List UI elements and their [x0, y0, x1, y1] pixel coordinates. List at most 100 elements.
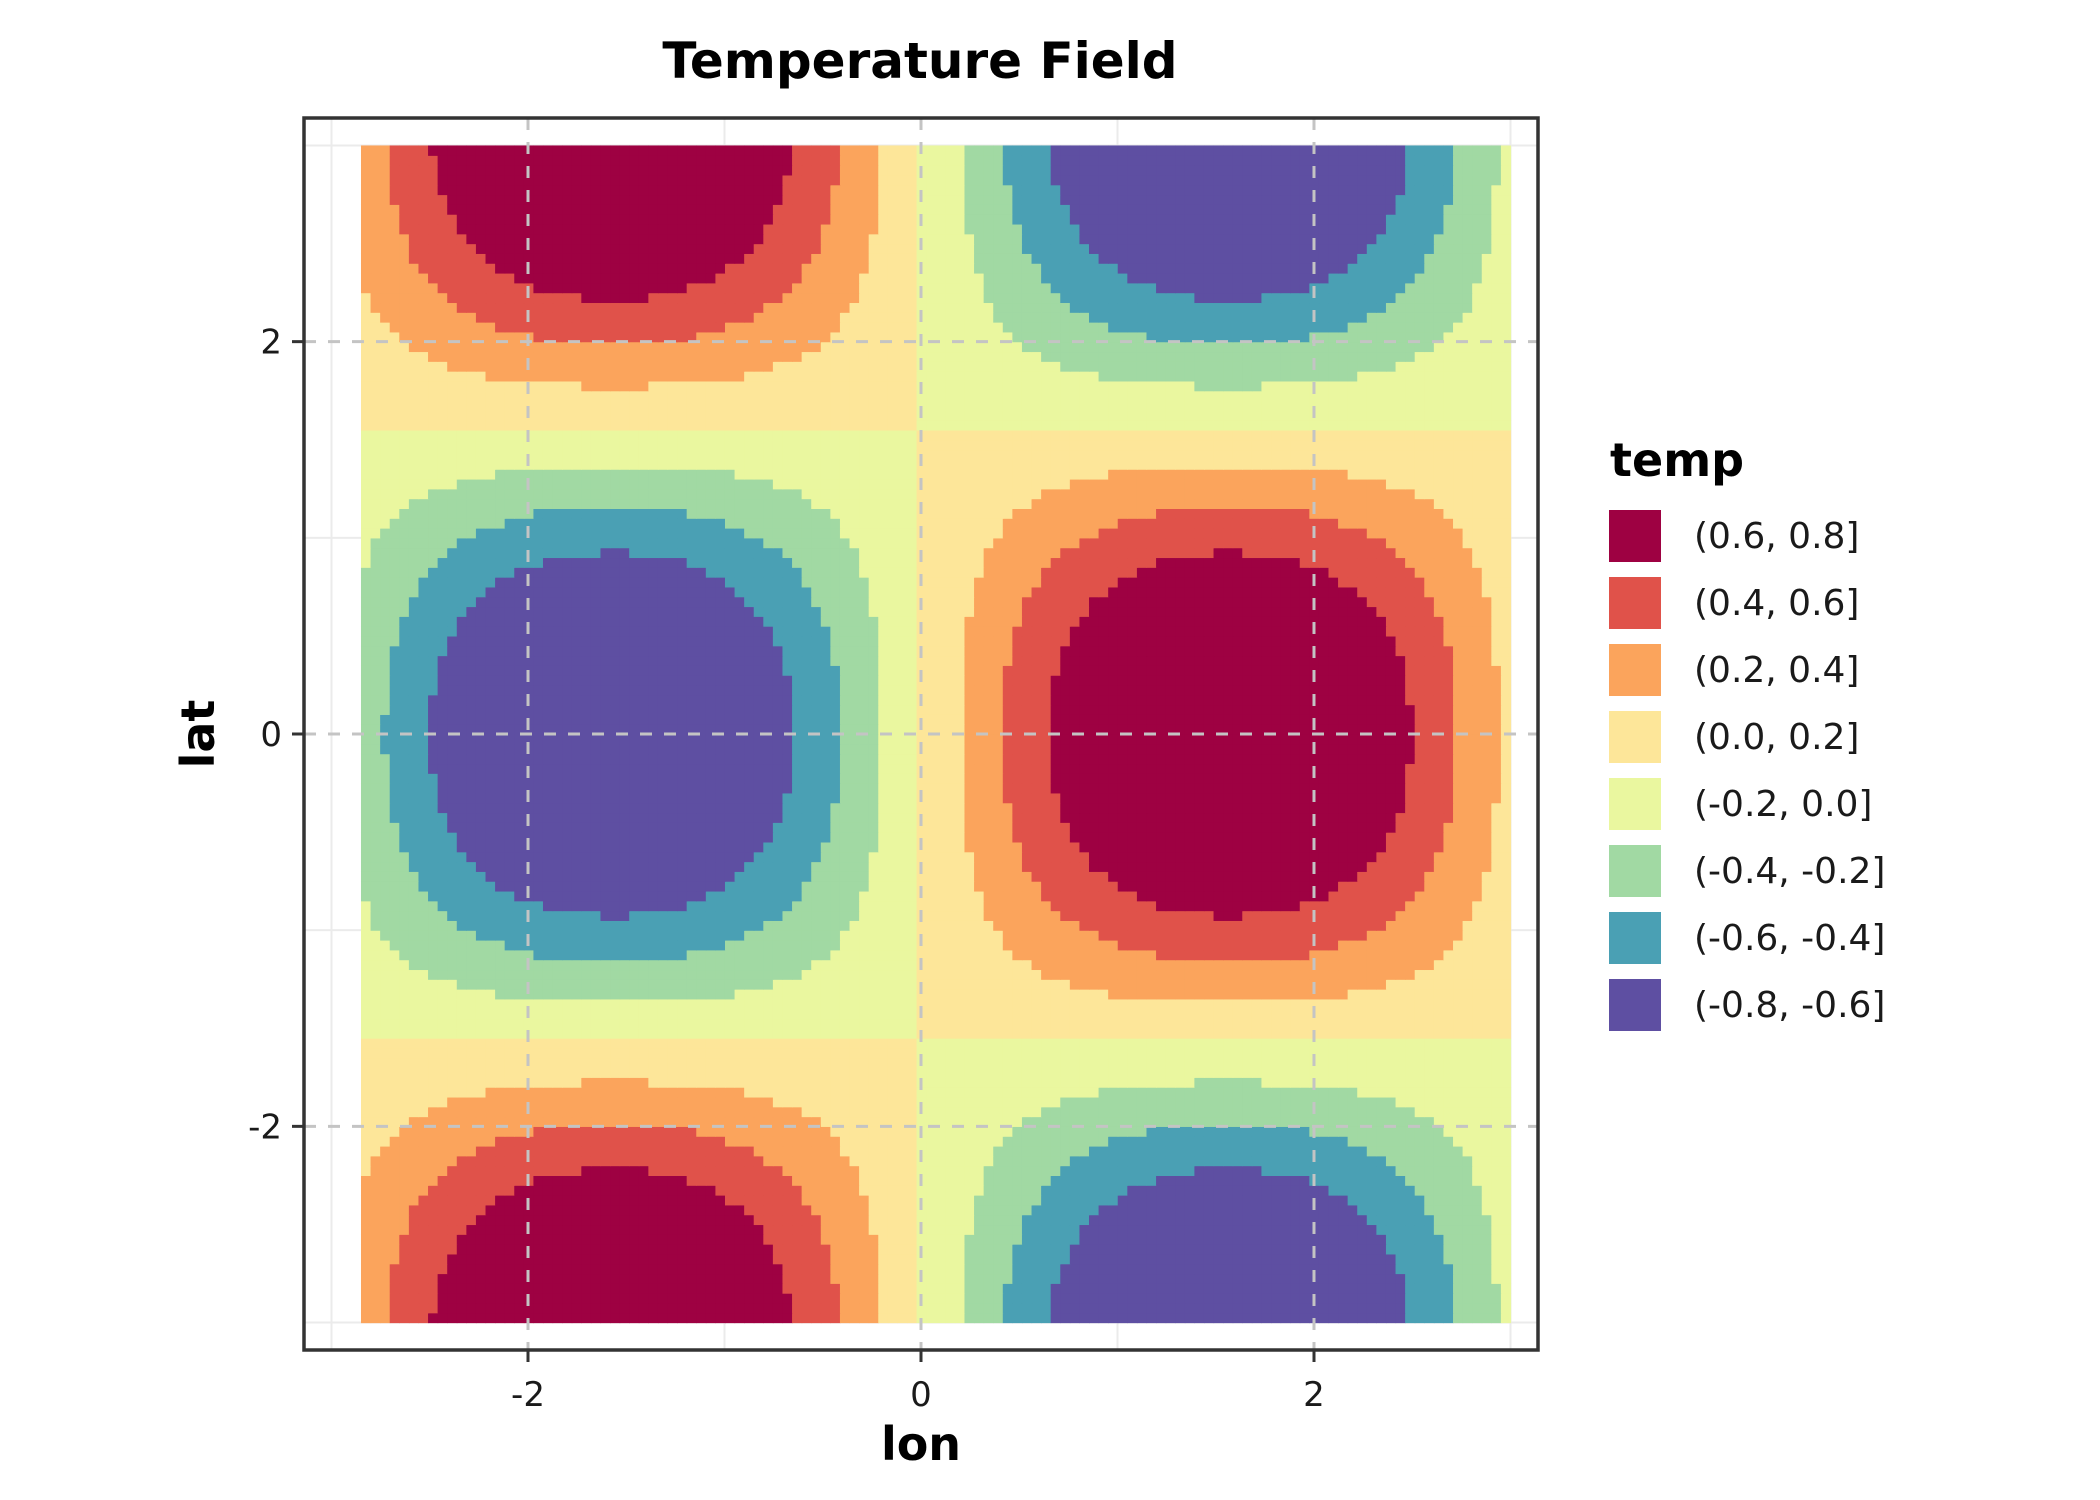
contour-cell — [916, 1263, 927, 1275]
contour-cell — [1261, 930, 1272, 941]
contour-cell — [1318, 1126, 1330, 1137]
contour-cell — [1328, 1106, 1339, 1118]
contour-cell — [839, 1195, 851, 1206]
contour-cell — [667, 1185, 678, 1196]
contour-cell — [849, 1214, 860, 1226]
contour-cell — [705, 998, 717, 1010]
contour-cell — [1060, 969, 1071, 980]
contour-cell — [1156, 1224, 1167, 1235]
contour-cell — [1165, 1195, 1176, 1206]
contour-cell — [1299, 1106, 1310, 1118]
contour-cell — [370, 1067, 381, 1078]
contour-cell — [1136, 998, 1148, 1010]
contour-cell — [456, 1302, 467, 1314]
contour-cell — [495, 1273, 506, 1284]
contour-cell — [1203, 1136, 1215, 1147]
contour-cell — [1184, 1283, 1195, 1294]
contour-cell — [1127, 939, 1138, 951]
contour-cell — [552, 1253, 563, 1265]
contour-cell — [1041, 949, 1052, 961]
contour-cell — [475, 1077, 487, 1088]
contour-cell — [839, 1008, 851, 1020]
contour-cell — [868, 1302, 879, 1314]
contour-cell — [1405, 1155, 1416, 1167]
contour-cell — [495, 979, 506, 990]
contour-cell — [1031, 1077, 1042, 1088]
contour-cell — [1271, 1165, 1282, 1176]
contour-cell — [1347, 959, 1358, 971]
contour-cell — [964, 1293, 975, 1304]
contour-cell — [1481, 1175, 1492, 1186]
contour-cell — [428, 1253, 439, 1265]
contour-cell — [389, 1057, 400, 1069]
contour-cell — [610, 969, 621, 980]
contour-cell — [1050, 1038, 1061, 1049]
contour-cell — [1165, 1214, 1176, 1226]
contour-cell — [1251, 1273, 1263, 1284]
contour-cell — [1328, 939, 1339, 951]
contour-cell — [1395, 1283, 1406, 1294]
contour-cell — [964, 1096, 975, 1108]
contour-cell — [447, 1283, 458, 1294]
contour-cell — [696, 979, 707, 990]
contour-cell — [1175, 1067, 1186, 1078]
contour-cell — [782, 969, 793, 980]
contour-cell — [983, 1224, 994, 1235]
contour-cell — [533, 1293, 544, 1304]
contour-cell — [849, 1175, 860, 1186]
contour-cell — [686, 910, 697, 921]
contour-cell — [418, 1038, 429, 1049]
contour-cell — [485, 959, 496, 971]
contour-cell — [686, 1214, 697, 1226]
contour-cell — [638, 920, 649, 931]
contour-cell — [993, 969, 1004, 980]
contour-cell — [456, 1293, 467, 1304]
contour-cell — [1242, 1234, 1253, 1245]
contour-cell — [1376, 949, 1387, 961]
contour-cell — [1232, 1224, 1243, 1235]
contour-cell — [1184, 930, 1195, 941]
contour-cell — [1146, 1204, 1157, 1216]
contour-cell — [648, 1008, 659, 1020]
contour-cell — [1328, 1302, 1339, 1314]
contour-cell — [1395, 1263, 1406, 1275]
contour-cell — [1443, 1038, 1454, 1049]
contour-cell — [820, 930, 831, 941]
contour-cell — [763, 949, 774, 961]
contour-cell — [811, 1312, 822, 1324]
contour-cell — [753, 1047, 764, 1059]
contour-cell — [1031, 1273, 1042, 1284]
contour-cell — [447, 1185, 458, 1196]
contour-cell — [1175, 1253, 1186, 1265]
contour-cell — [1491, 1018, 1502, 1029]
contour-cell — [820, 989, 831, 1000]
contour-cell — [657, 949, 669, 961]
contour-cell — [782, 1038, 793, 1049]
contour-cell — [1251, 1136, 1263, 1147]
contour-cell — [1261, 939, 1272, 951]
contour-cell — [1156, 1067, 1167, 1078]
contour-cell — [456, 979, 467, 990]
contour-cell — [830, 998, 841, 1010]
contour-cell — [1299, 1185, 1310, 1196]
contour-cell — [533, 1234, 544, 1245]
contour-cell — [868, 939, 879, 951]
contour-cell — [878, 1155, 889, 1167]
contour-cell — [849, 1204, 860, 1216]
contour-cell — [859, 1175, 870, 1186]
contour-cell — [485, 979, 496, 990]
contour-cell — [993, 1253, 1004, 1265]
contour-cell — [514, 930, 525, 941]
contour-cell — [1385, 1116, 1397, 1127]
contour-cell — [399, 930, 410, 941]
contour-cell — [389, 1136, 400, 1147]
contour-cell — [696, 989, 707, 1000]
contour-cell — [1395, 959, 1406, 971]
contour-cell — [811, 1175, 822, 1186]
contour-cell — [1462, 1165, 1473, 1176]
contour-cell — [542, 1263, 554, 1275]
contour-cell — [389, 1195, 400, 1206]
contour-cell — [1376, 1096, 1387, 1108]
contour-cell — [801, 1008, 812, 1020]
contour-cell — [1338, 1224, 1349, 1235]
